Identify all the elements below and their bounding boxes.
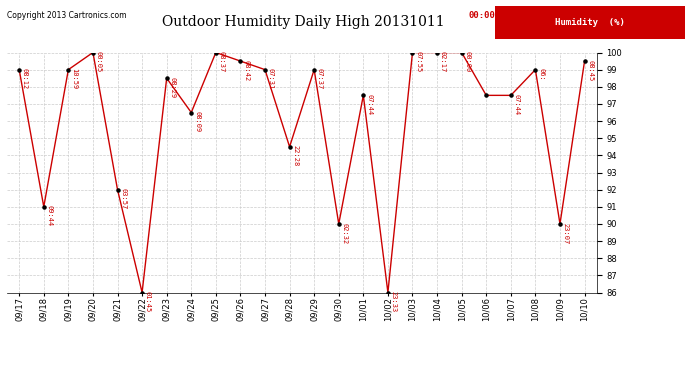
Point: [456, 50, 467, 55]
Text: 07:44: 07:44: [366, 94, 372, 115]
Point: [14, 67, 25, 73]
Point: [481, 92, 492, 98]
Point: [579, 58, 590, 64]
Point: [431, 50, 442, 55]
Text: 06:: 06:: [538, 68, 544, 81]
Text: 09:44: 09:44: [46, 206, 52, 226]
Text: 07:31: 07:31: [268, 68, 274, 90]
Point: [284, 144, 295, 150]
Text: 08:12: 08:12: [22, 68, 28, 90]
Text: 07:44: 07:44: [513, 94, 520, 115]
Point: [63, 67, 74, 73]
Text: 23:33: 23:33: [391, 291, 397, 312]
Point: [112, 187, 123, 193]
Text: 00:05: 00:05: [96, 51, 101, 72]
Text: 00:00: 00:00: [464, 51, 471, 72]
Point: [358, 92, 369, 98]
Text: 07:55: 07:55: [415, 51, 422, 72]
Point: [308, 67, 319, 73]
Point: [333, 221, 344, 227]
Point: [38, 204, 49, 210]
Text: 01:45: 01:45: [145, 291, 151, 312]
Text: Copyright 2013 Cartronics.com: Copyright 2013 Cartronics.com: [7, 11, 126, 20]
Text: 10:59: 10:59: [71, 68, 77, 90]
Point: [210, 50, 221, 55]
Point: [555, 221, 566, 227]
Text: 00:00: 00:00: [469, 11, 495, 20]
Point: [137, 290, 148, 296]
Text: 03:57: 03:57: [120, 188, 126, 210]
Point: [235, 58, 246, 64]
Text: 22:28: 22:28: [293, 146, 298, 166]
Text: 08:45: 08:45: [587, 60, 593, 81]
Text: 08:37: 08:37: [219, 51, 225, 72]
Text: 08:09: 08:09: [194, 111, 200, 132]
Point: [505, 92, 516, 98]
Point: [530, 67, 541, 73]
Point: [88, 50, 99, 55]
Text: 07:37: 07:37: [317, 68, 323, 90]
Point: [161, 75, 172, 81]
Text: 02:17: 02:17: [440, 51, 446, 72]
Text: 23:07: 23:07: [563, 222, 569, 244]
Point: [382, 290, 393, 296]
Point: [259, 67, 270, 73]
Text: 08:29: 08:29: [170, 77, 175, 98]
Text: Outdoor Humidity Daily High 20131011: Outdoor Humidity Daily High 20131011: [162, 15, 445, 29]
Text: 08:42: 08:42: [243, 60, 249, 81]
Point: [407, 50, 418, 55]
Text: 02:32: 02:32: [342, 222, 348, 244]
Point: [186, 110, 197, 116]
Text: Humidity  (%): Humidity (%): [555, 18, 625, 27]
